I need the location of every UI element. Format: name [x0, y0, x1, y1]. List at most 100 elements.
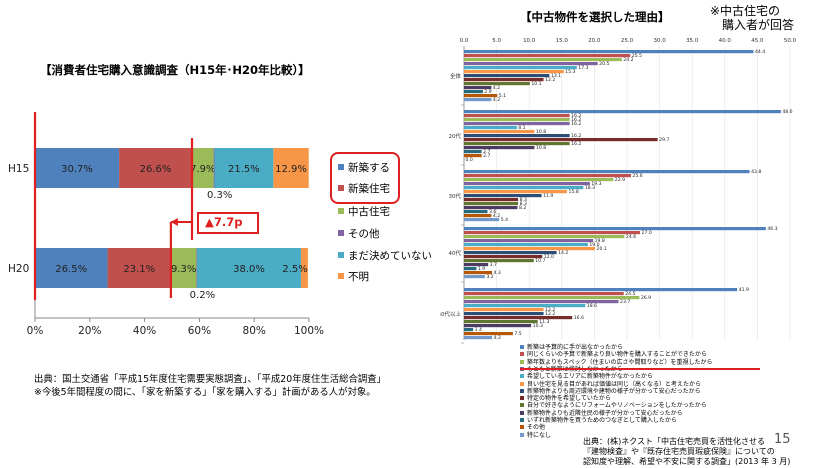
- right-bar-value-label: 27.0: [642, 230, 652, 236]
- right-bar-value-label: 16.2: [571, 113, 581, 119]
- left-bar-value-label: 26.6%: [140, 164, 172, 175]
- right-bar: [464, 78, 544, 82]
- right-bar-value-label: 1.9: [478, 266, 485, 272]
- legend-label: 特定の物件を希望していたから: [527, 395, 611, 403]
- left-bar-value-label: 0.2%: [190, 290, 215, 301]
- right-bar: [464, 263, 489, 267]
- right-bar-value-label: 15.8: [569, 189, 579, 195]
- right-bar: [464, 198, 519, 202]
- right-source-line-3: 認知度や理解、希望や不安に関する調査」(2013 年 3 月): [583, 457, 791, 466]
- right-bar: [464, 214, 492, 218]
- right-bar-value-label: 5.4: [501, 217, 508, 223]
- right-bar-value-label: 10.1: [531, 81, 541, 87]
- right-bar-value-label: 3.7: [490, 262, 497, 268]
- right-legend-item: 良い住宅を見る目があれば価値は同じ（高くなる）と考えたから: [520, 381, 701, 388]
- right-bar-value-label: 12.2: [545, 311, 555, 317]
- left-bar-segment: [196, 248, 197, 288]
- right-bar-value-label: 8.3: [520, 197, 527, 203]
- left-x-tick-label: 0%: [27, 325, 44, 337]
- right-bar-value-label: 2.7: [483, 149, 490, 155]
- left-chart-legend: 新築する 新築住宅 中古住宅 その他 まだ決めていない 不明: [332, 152, 442, 287]
- legend-underline: [520, 368, 760, 370]
- right-legend-item: いずれ新築物件を買うためのつなぎとして購入したから: [520, 417, 677, 424]
- right-legend-item: 自分で好きなようにリフォームやリノベーションをしたかったから: [520, 402, 707, 409]
- right-bar: [464, 296, 640, 300]
- right-x-tick-label: 25.0: [621, 38, 634, 44]
- left-bar-value-label: 7.9%: [190, 164, 215, 175]
- right-bar-value-label: 12.2: [545, 307, 555, 313]
- right-x-tick-label: 40.0: [719, 38, 732, 44]
- left-bar-segment: [107, 248, 171, 288]
- right-bar: [464, 54, 631, 58]
- right-bar-value-label: 26.9: [641, 295, 651, 301]
- right-bar-value-label: 16.6: [574, 315, 584, 321]
- right-bar-value-label: 19.8: [595, 238, 605, 244]
- right-bar-value-label: 3.6: [489, 209, 496, 215]
- left-bar-value-label: 2.5%: [282, 264, 307, 275]
- right-bar: [464, 267, 477, 271]
- page-number: 15: [774, 432, 791, 447]
- right-bar-value-label: 19.0: [589, 242, 599, 248]
- legend-swatch: [338, 164, 344, 170]
- right-bar: [464, 178, 614, 182]
- right-bar: [464, 94, 498, 98]
- right-bar: [464, 118, 570, 122]
- right-bar-value-label: 8.3: [520, 201, 527, 207]
- right-bar-value-label: 18.3: [585, 185, 595, 191]
- legend-label: その他: [348, 228, 380, 240]
- right-x-tick-label: 5.0: [492, 38, 501, 44]
- left-bar-value-label: 26.5%: [55, 264, 87, 275]
- change-annotation-box: ▲7.7p: [197, 212, 259, 234]
- right-bar-value-label: 16.2: [571, 117, 581, 123]
- right-group-label: 全体: [450, 72, 462, 80]
- right-bar: [464, 227, 766, 231]
- right-bar-value-label: 25.5: [632, 53, 642, 59]
- right-bar-value-label: 22.9: [615, 177, 625, 183]
- left-bar-segment: [196, 248, 302, 288]
- right-bar: [464, 336, 493, 340]
- right-bar-value-label: 20.5: [599, 61, 609, 67]
- left-x-tick-label: 100%: [294, 325, 324, 337]
- right-note-line-1: ※中古住宅の: [710, 4, 781, 18]
- legend-label: 新築物件よりも周辺環境や建物の様子が分かって安心だったから: [527, 387, 701, 395]
- change-arrow-head: [170, 218, 178, 226]
- right-bar-value-label: 8.1: [518, 125, 525, 131]
- right-bar: [464, 186, 584, 190]
- legend-swatch: [520, 381, 524, 386]
- right-bar-value-label: 5.1: [499, 93, 506, 99]
- legend-label: 新築住宅: [348, 183, 390, 195]
- right-bar-value-label: 10.8: [536, 129, 546, 135]
- right-bar: [464, 259, 534, 263]
- left-x-tick-label: 40%: [133, 325, 156, 337]
- left-bar-value-label: 30.7%: [61, 164, 93, 175]
- right-x-tick-label: 45.0: [751, 38, 764, 44]
- right-bar: [464, 114, 570, 118]
- right-bar-value-label: 18.6: [587, 303, 597, 309]
- right-source-line-1: 出典：(株)ネクスト「中古住宅売買を活性化させる: [583, 437, 765, 446]
- left-legend-item: 新築住宅: [338, 181, 390, 196]
- left-x-tick-label: 60%: [188, 325, 211, 337]
- legend-label: 新築する: [348, 162, 390, 174]
- left-source-line-1: 出典：国土交通省「平成15年度住宅需要実態調査」、「平成20年度住生活総合調査」: [34, 374, 386, 385]
- legend-label: 特になし: [527, 431, 552, 439]
- right-legend-item: 特定の物件を希望していたから: [520, 395, 611, 402]
- legend-swatch: [520, 403, 524, 408]
- right-bar-value-label: 13.1: [551, 73, 561, 79]
- right-bar-value-label: 3.2: [486, 274, 493, 280]
- right-bar: [464, 271, 493, 275]
- right-bar-value-label: 10.8: [536, 145, 546, 151]
- legend-label: 築年数よりもスペック（住まいの広さや間取りなど）を重視したから: [527, 358, 713, 366]
- right-legend-item: 同じくらいの予算で新築より良い物件を購入することができたから: [520, 351, 707, 358]
- right-bar-value-label: 12.0: [544, 254, 554, 260]
- right-bar-value-label: 25.6: [632, 173, 642, 179]
- right-bar: [464, 218, 500, 222]
- right-bar-value-label: 4.3: [494, 270, 501, 276]
- right-bar: [464, 332, 513, 336]
- legend-label: 良い住宅を見る目があれば価値は同じ（高くなる）と考えたから: [527, 380, 702, 388]
- legend-swatch: [338, 185, 344, 191]
- legend-label: 新築物件よりも近隣住民の様子が分かって安心だったから: [527, 409, 683, 417]
- right-bar: [464, 235, 625, 239]
- right-bar: [464, 292, 624, 296]
- left-bar-segment: [119, 148, 193, 188]
- left-bar-value-label: 0.3%: [207, 190, 232, 201]
